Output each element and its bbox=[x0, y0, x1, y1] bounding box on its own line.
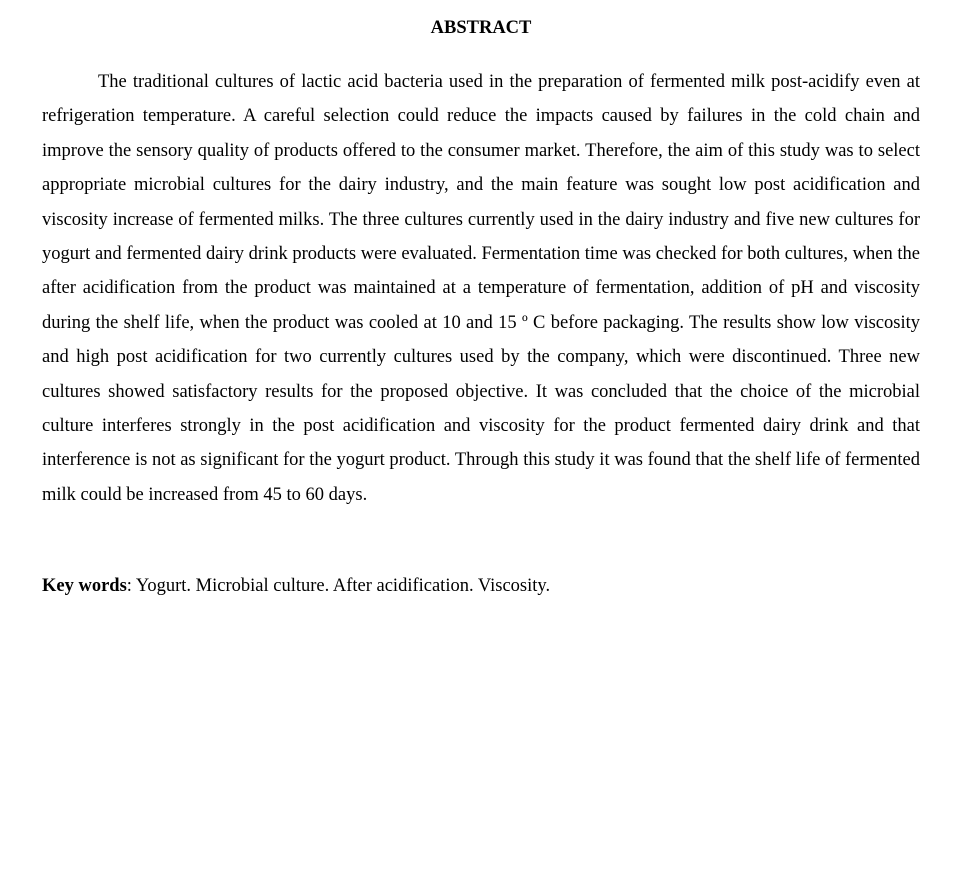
abstract-title: ABSTRACT bbox=[42, 18, 920, 39]
document-page: ABSTRACT The traditional cultures of lac… bbox=[0, 0, 960, 636]
keywords-label: Key words bbox=[42, 576, 127, 596]
keywords-text: : Yogurt. Microbial culture. After acidi… bbox=[127, 576, 550, 596]
abstract-body: The traditional cultures of lactic acid … bbox=[42, 65, 920, 512]
keywords-line: Key words: Yogurt. Microbial culture. Af… bbox=[42, 576, 920, 597]
